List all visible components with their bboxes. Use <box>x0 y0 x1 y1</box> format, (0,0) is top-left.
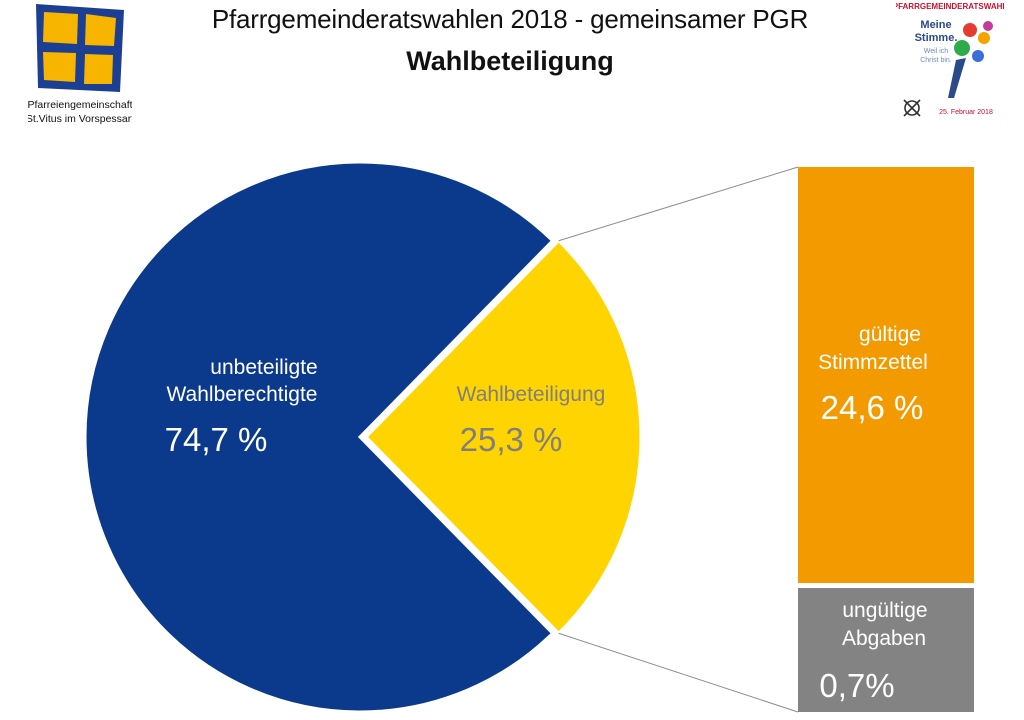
bar-segment-gueltige <box>798 167 974 583</box>
election-logo-line3: Weil ich <box>924 48 948 55</box>
logo-text-line2: St.Vitus im Vorspessart <box>28 113 132 125</box>
election-logo: PFARRGEMEINDERATSWAHL Meine Stimme. Weil… <box>896 2 1004 117</box>
logo-text-line1: Pfarreiengemeinschaft <box>28 99 132 111</box>
page-title: Pfarrgemeinderatswahlen 2018 - gemeinsam… <box>211 4 809 34</box>
slice-value-unbeteiligte: 74,7 % <box>165 421 268 458</box>
pie <box>83 160 643 714</box>
election-logo-date: 25. Februar 2018 <box>939 109 993 116</box>
bar-value-gueltige: 24,6 % <box>821 389 924 426</box>
bar-label-ungueltige-line2: Abgaben <box>842 627 926 650</box>
slice-value-wahlbeteiligung: 25,3 % <box>460 421 563 458</box>
ballot-cross-icon <box>903 99 921 117</box>
election-logo-line2: Stimme. <box>915 32 958 44</box>
colorful-figures-icon <box>948 21 993 98</box>
bar-label-gueltige-line2: Stimmzettel <box>818 351 928 374</box>
page-subtitle: Wahlbeteiligung <box>406 46 614 76</box>
election-logo-line1: Meine <box>920 19 951 31</box>
bar-label-gueltige-line1: gültige <box>859 323 921 346</box>
slice-label-unbeteiligte-line1: unbeteiligte <box>210 356 317 379</box>
pie-slice-wahlbeteiligung <box>363 238 643 636</box>
slice-label-unbeteiligte-line2: Wahlberechtigte <box>167 383 318 406</box>
pie-slice-unbeteiligte <box>83 160 555 714</box>
bar-value-ungueltige: 0,7% <box>819 667 894 704</box>
connector-line-top <box>558 166 799 242</box>
parish-logo: Pfarreiengemeinschaft St.Vitus im Vorspe… <box>28 4 132 125</box>
bar-label-ungueltige-line1: ungültige <box>842 599 927 622</box>
slice-label-wahlbeteiligung: Wahlbeteiligung <box>457 383 606 406</box>
connector-lines <box>558 166 799 713</box>
chart-labels: unbeteiligte Wahlberechtigte 74,7 % Wahl… <box>165 323 928 704</box>
bar-segment-ungueltige <box>798 588 974 712</box>
election-logo-heading: PFARRGEMEINDERATSWAHL <box>896 2 1004 11</box>
election-logo-line4: Christ bin. <box>920 57 952 64</box>
connector-line-bottom <box>558 632 799 713</box>
breakdown-bar <box>798 167 974 712</box>
